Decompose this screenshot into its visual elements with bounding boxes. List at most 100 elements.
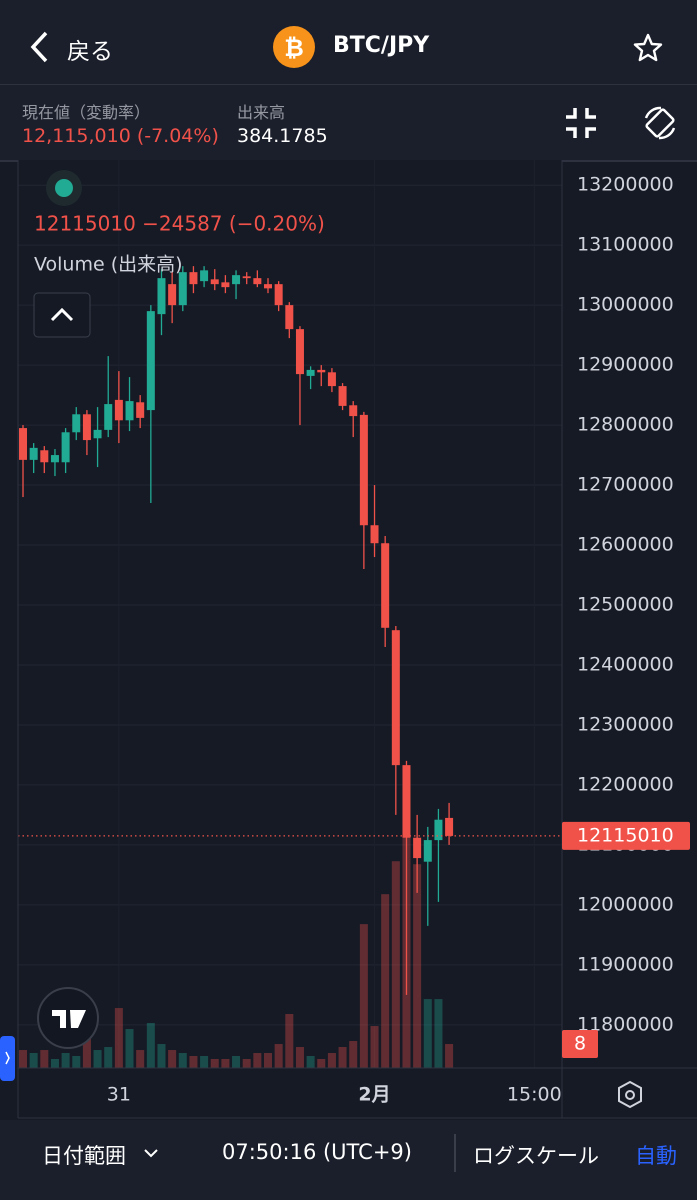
volume-bar [157,1044,166,1068]
volume-bar [434,999,443,1068]
back-icon[interactable] [28,30,52,64]
y-tick-label: 13100000 [577,234,674,256]
candle-body [381,543,390,628]
y-tick-label: 12300000 [577,713,674,735]
volume-bar [72,1056,81,1068]
candle-body [146,311,155,411]
candle-body [19,428,28,460]
volume-bar [274,1044,283,1068]
candle-body [242,276,251,279]
candle-body [61,432,70,463]
clock: 07:50:16 (UTC+9) [222,1140,412,1164]
collapse-button[interactable] [33,292,91,338]
y-tick-label: 13200000 [577,174,674,196]
volume-bar [295,1047,304,1068]
range-chevron [144,1149,158,1158]
candle-body [221,282,230,288]
volume-bar [349,1041,358,1068]
candle-body [285,305,294,330]
log-scale-button[interactable]: ログスケール [473,1144,599,1168]
volume-tag [562,1030,598,1059]
volume-bar [136,1050,145,1068]
candle-body [359,414,368,526]
volume-bar [253,1053,262,1068]
y-tick-label: 12600000 [577,534,674,556]
toolbar: 日付範囲 07:50:16 (UTC+9) ログスケール 自動 [0,1120,697,1200]
chart: 12115010 −24587 (−0.20%) Volume (出来高) 11… [0,160,697,1119]
candle-body [29,447,38,460]
settings-icon[interactable] [618,1080,642,1109]
price-label: 現在値（変動率） [22,103,151,122]
volume-tag-label: 8 [574,1033,586,1055]
header: 戻る ₿ BTC/JPY [0,0,697,85]
volume-bar [189,1056,198,1068]
x-tick-label: 15:00 [507,1084,562,1106]
volume-bar [93,1050,102,1068]
back-label[interactable]: 戻る [67,39,113,65]
separator [454,1134,456,1172]
side-tab[interactable] [0,1036,15,1081]
collapse-icon[interactable] [562,104,600,142]
y-tick-label: 12500000 [577,594,674,616]
candle-body [445,817,454,836]
volume-bar [146,1023,155,1068]
candle-body [168,284,177,306]
chevron-up [50,307,74,322]
volume-bar [61,1053,70,1068]
volume-bar [317,1059,326,1068]
star-icon[interactable] [632,32,664,64]
candle-body [327,372,336,387]
candle-body [349,405,358,417]
side-tab-arrow [5,1051,10,1065]
candle-body [423,840,432,862]
candle-body [391,630,400,766]
volume-bar [210,1059,219,1068]
volume-bar [327,1053,336,1068]
candle-body [370,525,379,544]
candle-body [232,275,241,285]
candle-body [72,414,81,433]
volume-bar [50,1059,59,1068]
volume-bar [82,1038,91,1068]
x-tick-label: 2月 [358,1084,390,1106]
ohlc-legend: 12115010 −24587 (−0.20%) [34,212,325,236]
candle-body [189,272,198,285]
range-button[interactable]: 日付範囲 [42,1144,126,1168]
candle-body [210,279,219,285]
y-tick-label: 13000000 [577,294,674,316]
pair-title: BTC/JPY [333,33,430,58]
candle-body [253,278,262,285]
svg-text:₿: ₿ [284,34,304,62]
last-price-label: 12115010 [577,824,674,846]
candle-body [200,270,209,282]
plot-area [18,160,562,1068]
volume-bar [285,1014,294,1068]
volume-bar [338,1047,347,1068]
last-price-tag [562,821,690,850]
candle-body [274,284,283,306]
candle-body [136,402,145,418]
volume-bar [391,861,400,1068]
volume-bar [306,1056,315,1068]
y-tick-label: 12800000 [577,414,674,436]
volume-bar [168,1050,177,1068]
volume-bar [445,1044,454,1068]
volume-value: 384.1785 [237,125,328,147]
candle-body [338,386,347,406]
volume-label: 出来高 [237,103,286,122]
volume-bar [232,1056,241,1068]
x-tick-label: 31 [107,1084,131,1106]
volume-bar [413,864,422,1068]
auto-button[interactable]: 自動 [635,1144,677,1168]
candle-body [295,329,304,375]
tv-logo[interactable] [37,987,99,1049]
volume-bar [104,1047,113,1068]
volume-bar [200,1056,209,1068]
coin-icon: ₿ [273,26,315,68]
volume-bar [359,924,368,1068]
candle-body [93,429,102,439]
candle-body [413,837,422,859]
volume-bar [114,1008,123,1068]
price-value: 12,115,010 (-7.04%) [22,125,219,147]
rotate-icon[interactable] [641,104,679,142]
